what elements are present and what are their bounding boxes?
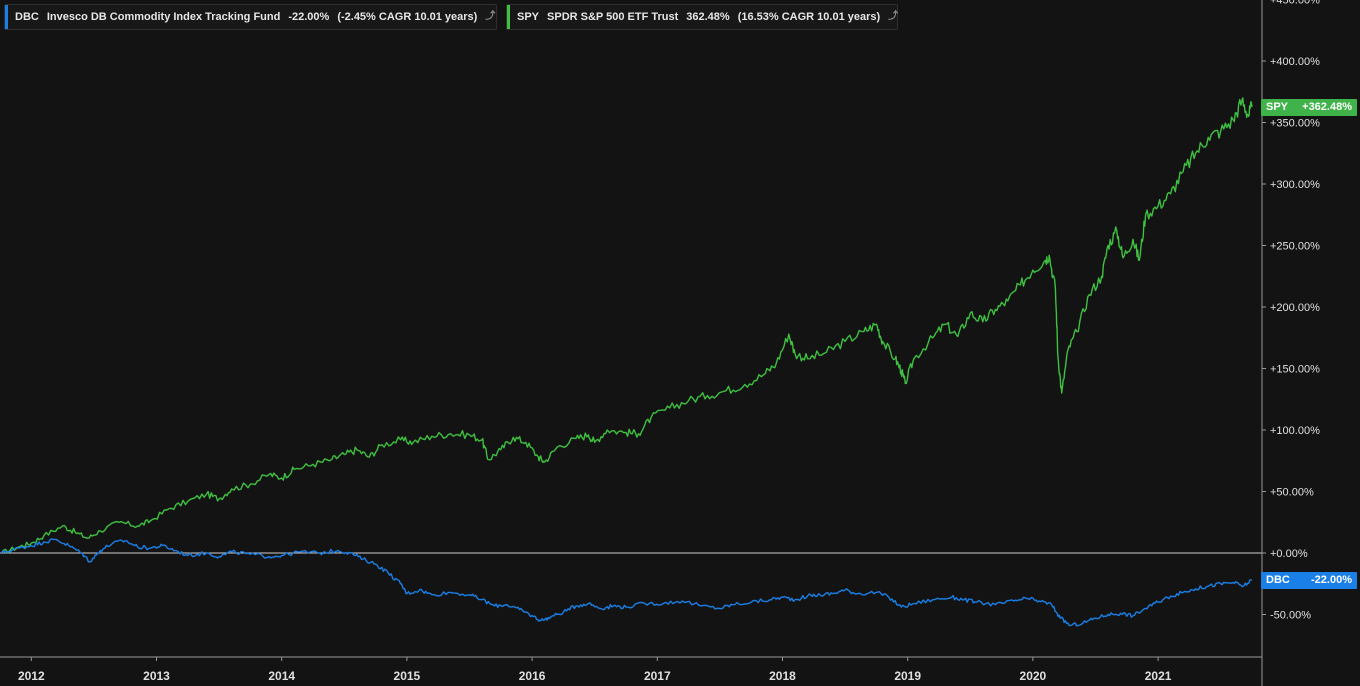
plot-layer	[0, 97, 1262, 627]
series-line-spy	[0, 97, 1253, 554]
y-tick-label: +100.00%	[1270, 425, 1320, 437]
share-icon[interactable]: ⤴	[485, 11, 496, 22]
axis-layer: -50.00% +0.00% +50.00% +100.00% +150.00% +200…	[0, 0, 1320, 686]
last-value-ticker-dbc: DBC	[1266, 574, 1290, 587]
last-value-tag-spy: SPY +362.48%	[1261, 98, 1357, 116]
y-tick-label: +200.00%	[1270, 302, 1320, 314]
series-line-dbc	[0, 538, 1252, 627]
x-tick-label: 2018	[769, 669, 796, 683]
last-value-ticker-spy: SPY	[1266, 101, 1289, 114]
x-tick-label: 2017	[644, 669, 671, 683]
last-value-dbc: -22.00%	[1311, 574, 1352, 587]
x-tick-label: 2019	[894, 669, 921, 683]
y-tick-label: -50.00%	[1270, 610, 1311, 622]
x-tick-label: 2012	[18, 669, 45, 683]
y-tick-label: +350.00%	[1270, 118, 1320, 130]
x-tick-label: 2016	[519, 669, 546, 683]
share-icon[interactable]: ⤴	[888, 11, 899, 22]
legend-swatch-spy	[507, 5, 510, 29]
legend-name-spy: SPDR S&P 500 ETF Trust	[547, 11, 679, 23]
y-tick-label: +50.00%	[1270, 487, 1314, 499]
y-tick-label: +400.00%	[1270, 56, 1320, 68]
x-tick-label: 2015	[394, 669, 421, 683]
y-tick-label: +250.00%	[1270, 241, 1320, 253]
legend-item-spy[interactable]: SPY SPDR S&P 500 ETF Trust 362.48% (16.5…	[506, 4, 898, 30]
legend-return-dbc: -22.00%	[288, 11, 330, 23]
y-tick-label: +450.00%	[1270, 0, 1320, 7]
legend-ticker-spy: SPY	[517, 11, 540, 23]
x-tick-label: 2021	[1145, 669, 1172, 683]
x-tick-label: 2013	[143, 669, 170, 683]
legend-ticker-dbc: DBC	[15, 11, 39, 23]
y-tick-label: +150.00%	[1270, 364, 1320, 376]
last-value-spy: +362.48%	[1302, 101, 1352, 114]
y-tick-label: +300.00%	[1270, 179, 1320, 191]
x-tick-label: 2014	[268, 669, 295, 683]
legend-cagr-dbc: (-2.45% CAGR 10.01 years)	[337, 11, 478, 23]
legend-cagr-spy: (16.53% CAGR 10.01 years)	[737, 11, 881, 23]
legend-name-dbc: Invesco DB Commodity Index Tracking Fund	[46, 11, 281, 23]
legend-return-spy: 362.48%	[686, 11, 730, 23]
last-value-tag-dbc: DBC -22.00%	[1261, 571, 1357, 589]
legend-swatch-dbc	[5, 5, 8, 29]
y-tick-label: +0.00%	[1270, 548, 1308, 560]
x-tick-label: 2020	[1020, 669, 1047, 683]
legend-item-dbc[interactable]: DBC Invesco DB Commodity Index Tracking …	[4, 4, 497, 30]
